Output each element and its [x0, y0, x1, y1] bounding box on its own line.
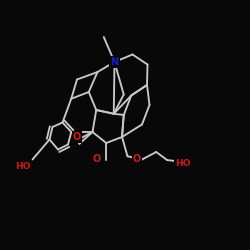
Text: O: O	[73, 132, 81, 142]
Text: N: N	[110, 57, 118, 67]
Text: HO: HO	[175, 159, 190, 168]
Text: O: O	[92, 154, 100, 164]
Text: HO: HO	[15, 162, 31, 171]
Text: O: O	[133, 154, 141, 164]
